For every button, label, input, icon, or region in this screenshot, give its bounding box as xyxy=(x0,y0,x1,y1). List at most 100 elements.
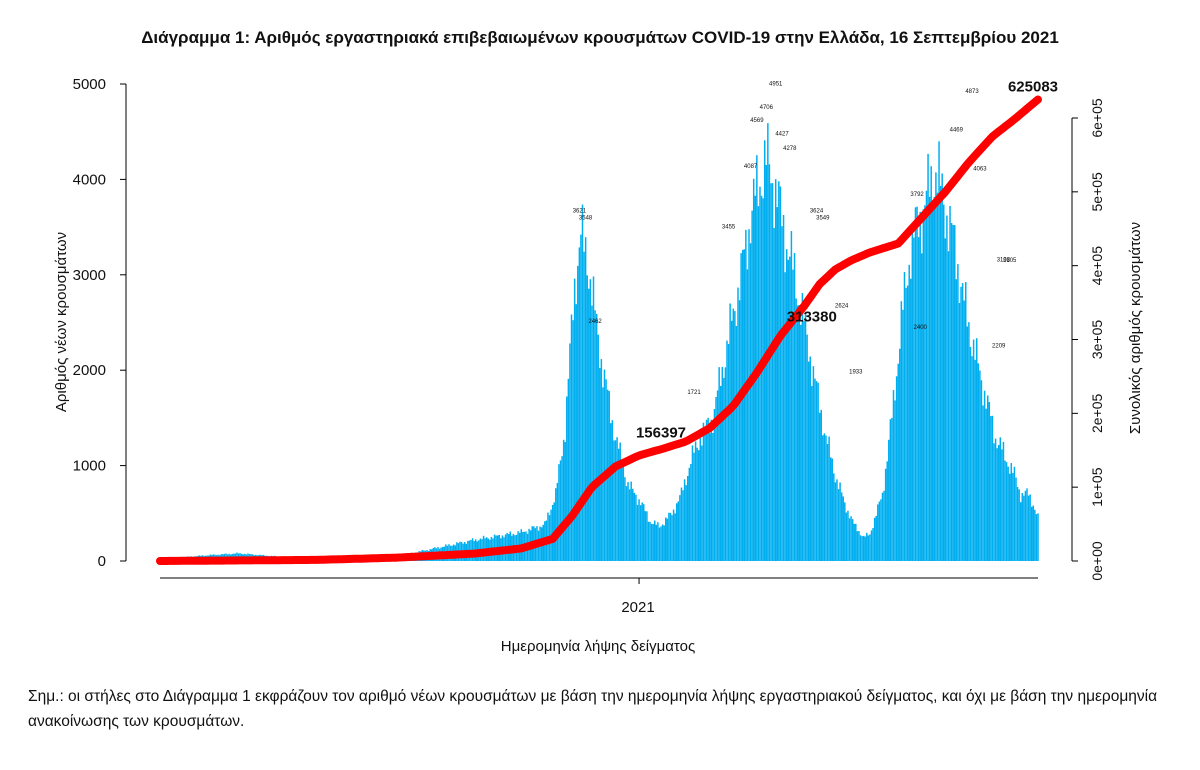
bar-day-499 xyxy=(943,204,945,561)
bar-day-389 xyxy=(770,183,772,561)
bar-day-462 xyxy=(884,468,887,561)
bar-day-461 xyxy=(883,490,885,561)
bar-day-417 xyxy=(814,378,816,561)
bar-day-342 xyxy=(696,447,698,561)
bar-day-515 xyxy=(968,322,970,561)
bar-day-544 xyxy=(1013,466,1016,561)
bar-day-275 xyxy=(591,305,593,561)
bar-day-407 xyxy=(798,305,800,561)
bar-day-323 xyxy=(666,518,669,561)
bar-day-278 xyxy=(595,313,598,561)
bar-day-332 xyxy=(680,487,683,561)
bar-day-414 xyxy=(809,356,811,561)
peak-label-16: 2400 xyxy=(914,325,928,331)
peak-label-5: 4087 xyxy=(744,164,758,170)
bar-day-558 xyxy=(1035,514,1038,561)
y-tick-label-5000: 5000 xyxy=(73,76,106,93)
bar-day-466 xyxy=(891,417,893,561)
bar-day-553 xyxy=(1027,495,1030,561)
bar-day-482 xyxy=(916,206,918,562)
bar-day-425 xyxy=(826,444,829,561)
bar-day-455 xyxy=(873,517,876,561)
bar-day-465 xyxy=(889,419,892,561)
bar-day-255 xyxy=(559,460,562,561)
bar-day-373 xyxy=(745,229,747,561)
bar-day-277 xyxy=(594,310,596,561)
bar-day-308 xyxy=(643,504,645,561)
bar-day-375 xyxy=(748,229,750,561)
y2-tick-label-2: 2e+05 xyxy=(1089,393,1105,433)
cumulative-cases-line xyxy=(156,95,1042,565)
bar-day-404 xyxy=(793,253,796,561)
bar-day-335 xyxy=(685,485,687,561)
bar-day-325 xyxy=(669,512,672,561)
bar-day-391 xyxy=(773,227,775,561)
peak-label-0: 3621 xyxy=(573,209,587,215)
bar-day-297 xyxy=(625,486,628,561)
bar-day-263 xyxy=(572,320,574,561)
peak-label-17: 4469 xyxy=(950,128,964,134)
bar-day-264 xyxy=(573,278,576,561)
bar-day-370 xyxy=(740,253,742,562)
axes-group: 0 1000 2000 3000 4000 5000 0e+00 1e+05 2e+05 3e+0… xyxy=(73,76,1105,584)
cumulative-label-2: 625083 xyxy=(1008,79,1058,96)
bar-day-362 xyxy=(727,343,730,561)
x-tick-label-2021: 2021 xyxy=(621,599,654,616)
bar-day-288 xyxy=(611,420,614,561)
bar-day-484 xyxy=(919,211,921,561)
bar-day-486 xyxy=(922,209,925,561)
bar-day-388 xyxy=(768,164,771,562)
bar-day-347 xyxy=(704,426,706,561)
bar-day-254 xyxy=(558,464,560,561)
bar-day-535 xyxy=(999,437,1002,561)
peak-label-4: 3455 xyxy=(722,224,736,230)
bar-day-296 xyxy=(624,477,626,561)
cumulative-label-1: 313380 xyxy=(787,309,837,326)
bar-day-397 xyxy=(782,214,785,561)
chart-title: Διάγραμμα 1: Αριθμός εργαστηριακά επιβεβ… xyxy=(141,28,1059,47)
bar-day-529 xyxy=(990,416,992,561)
bar-day-467 xyxy=(892,390,895,561)
bar-day-344 xyxy=(699,438,702,561)
bar-day-398 xyxy=(784,272,786,561)
bar-day-256 xyxy=(561,456,563,561)
bar-day-416 xyxy=(812,366,815,561)
x-axis-label: Ημερομηνία λήψης δείγματος xyxy=(501,638,695,655)
bar-day-294 xyxy=(621,463,623,561)
bar-day-480 xyxy=(913,237,915,561)
bar-day-540 xyxy=(1007,466,1009,561)
bar-day-431 xyxy=(836,479,838,561)
bar-day-321 xyxy=(663,525,665,561)
peak-label-20: 3108 xyxy=(997,258,1011,264)
bar-day-281 xyxy=(600,359,603,561)
bar-day-324 xyxy=(668,512,670,561)
bar-day-548 xyxy=(1019,502,1022,561)
peak-label-19: 4063 xyxy=(973,166,987,172)
bar-day-415 xyxy=(811,385,813,561)
peak-label-7: 4706 xyxy=(760,105,774,111)
bar-day-299 xyxy=(628,489,631,561)
bar-day-365 xyxy=(732,308,735,561)
bar-day-556 xyxy=(1032,505,1035,561)
bar-day-516 xyxy=(969,347,972,561)
peak-label-12: 3549 xyxy=(816,215,830,221)
bar-day-533 xyxy=(996,448,998,561)
bar-day-318 xyxy=(658,527,661,561)
bar-day-476 xyxy=(906,285,909,561)
bar-day-376 xyxy=(749,243,752,561)
bar-day-341 xyxy=(694,441,697,561)
bar-day-502 xyxy=(947,251,950,561)
bar-day-543 xyxy=(1012,472,1014,561)
bar-day-309 xyxy=(644,511,647,561)
bar-day-474 xyxy=(903,271,906,561)
bar-day-313 xyxy=(650,524,653,561)
bar-day-435 xyxy=(842,496,844,561)
bar-day-295 xyxy=(622,466,625,561)
bar-day-352 xyxy=(712,432,714,561)
bar-day-393 xyxy=(776,207,779,561)
bar-day-534 xyxy=(997,445,1000,561)
bar-day-498 xyxy=(941,173,943,562)
bar-day-265 xyxy=(575,304,577,561)
